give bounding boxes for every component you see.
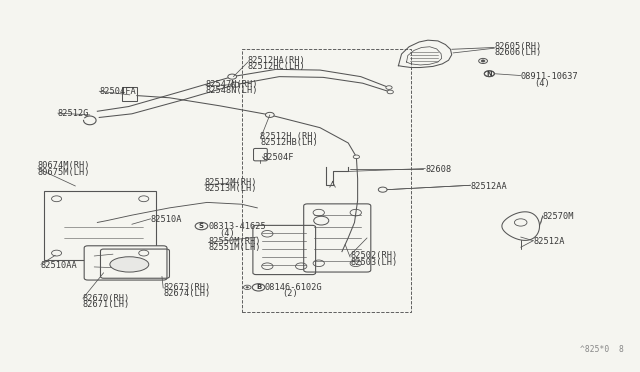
Text: 80674M(RH): 80674M(RH) (38, 161, 90, 170)
Text: 82512AA: 82512AA (470, 182, 508, 190)
Text: 82547N(RH): 82547N(RH) (206, 80, 259, 89)
Text: 82550M(RH): 82550M(RH) (209, 237, 261, 246)
Text: 82512H (RH): 82512H (RH) (260, 132, 318, 141)
Text: 08146-6102G: 08146-6102G (265, 283, 323, 292)
Text: 82512HB(LH): 82512HB(LH) (260, 138, 318, 147)
Text: 08313-41625: 08313-41625 (209, 222, 266, 231)
Text: (4): (4) (534, 79, 550, 88)
Text: 82510A: 82510A (150, 215, 182, 224)
Text: 82512HC(LH): 82512HC(LH) (248, 62, 306, 71)
Text: 82510AA: 82510AA (41, 261, 77, 270)
Circle shape (231, 82, 240, 87)
Text: 82548N(LH): 82548N(LH) (206, 86, 259, 95)
Circle shape (266, 112, 274, 118)
Text: 82570M: 82570M (543, 212, 574, 221)
Text: 08911-10637: 08911-10637 (521, 72, 579, 81)
Ellipse shape (110, 257, 148, 272)
Text: (2): (2) (282, 289, 298, 298)
FancyBboxPatch shape (84, 246, 167, 280)
Text: ^825*0  8: ^825*0 8 (580, 346, 624, 355)
Circle shape (479, 58, 488, 64)
Text: 82512HA(RH): 82512HA(RH) (248, 56, 306, 65)
Text: 82673(RH): 82673(RH) (163, 283, 211, 292)
Text: 82512A: 82512A (533, 237, 564, 246)
Circle shape (387, 90, 394, 94)
Text: 82504F: 82504F (262, 153, 294, 162)
Text: 82670(RH): 82670(RH) (83, 294, 130, 303)
Text: 82674(LH): 82674(LH) (163, 289, 211, 298)
Text: 82502(RH): 82502(RH) (350, 251, 397, 260)
Text: 82551M(LH): 82551M(LH) (209, 244, 261, 253)
Text: 82605(RH): 82605(RH) (494, 42, 541, 51)
Text: 80675M(LH): 80675M(LH) (38, 168, 90, 177)
Circle shape (481, 60, 485, 62)
Circle shape (228, 74, 237, 79)
Text: N: N (486, 71, 492, 77)
Text: 82503(LH): 82503(LH) (350, 258, 397, 267)
Text: 82671(LH): 82671(LH) (83, 300, 130, 309)
Circle shape (246, 286, 248, 288)
Text: (4): (4) (220, 229, 236, 238)
Circle shape (386, 86, 392, 89)
Text: 82512M(RH): 82512M(RH) (205, 178, 257, 187)
Text: 82512G: 82512G (58, 109, 90, 118)
Text: 82606(LH): 82606(LH) (494, 48, 541, 57)
Circle shape (353, 155, 360, 159)
Text: 82608: 82608 (426, 165, 452, 174)
Text: B: B (256, 284, 261, 291)
Text: S: S (199, 223, 204, 229)
Text: 82513M(LH): 82513M(LH) (205, 184, 257, 193)
Text: 82504FA: 82504FA (99, 87, 136, 96)
